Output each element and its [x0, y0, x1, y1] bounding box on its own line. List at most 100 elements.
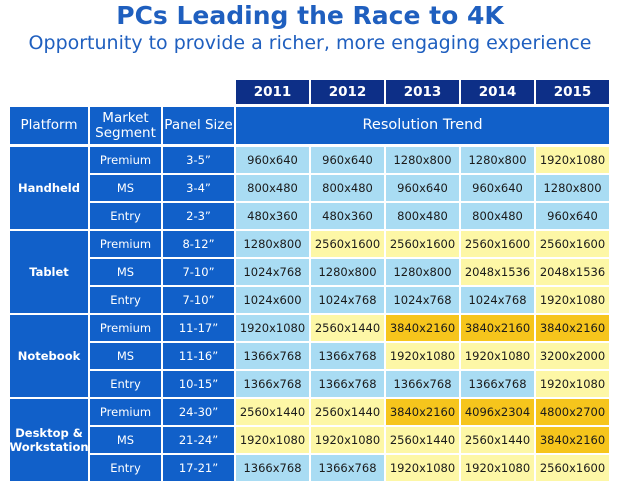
market-segment-header: Market Segment [90, 107, 161, 144]
panel-size-cell: 3-5” [163, 147, 234, 173]
market-segment-cell: Premium [90, 315, 161, 341]
resolution-cell: 1280x800 [536, 175, 609, 201]
resolution-cell: 2560x1440 [236, 399, 309, 425]
resolution-cell: 2560x1440 [311, 315, 384, 341]
market-segment-cell: Premium [90, 147, 161, 173]
market-segment-cell: Entry [90, 203, 161, 229]
resolution-cell: 3840x2160 [536, 427, 609, 453]
resolution-cell: 1280x800 [386, 147, 459, 173]
year-header: 2014 [461, 80, 534, 104]
platform-label: Handheld [10, 147, 88, 229]
resolution-cell: 1366x768 [236, 455, 309, 481]
panel-size-cell: 2-3” [163, 203, 234, 229]
resolution-cell: 1920x1080 [236, 427, 309, 453]
resolution-cell: 2048x1536 [461, 259, 534, 285]
resolution-cell: 1920x1080 [536, 371, 609, 397]
resolution-cell: 4800x2700 [536, 399, 609, 425]
resolution-cell: 1366x768 [461, 371, 534, 397]
resolution-cell: 1920x1080 [461, 455, 534, 481]
resolution-cell: 1280x800 [461, 147, 534, 173]
resolution-cell: 1366x768 [236, 371, 309, 397]
resolution-cell: 2560x1440 [386, 427, 459, 453]
resolution-cell: 2560x1600 [311, 231, 384, 257]
panel-size-header: Panel Size [163, 107, 234, 144]
resolution-cell: 1024x768 [461, 287, 534, 313]
resolution-cell: 4096x2304 [461, 399, 534, 425]
resolution-cell: 1280x800 [311, 259, 384, 285]
panel-size-cell: 7-10” [163, 287, 234, 313]
year-header: 2011 [236, 80, 309, 104]
resolution-cell: 960x640 [386, 175, 459, 201]
resolution-cell: 1920x1080 [536, 287, 609, 313]
resolution-cell: 1280x800 [386, 259, 459, 285]
market-segment-cell: MS [90, 259, 161, 285]
resolution-cell: 3840x2160 [461, 315, 534, 341]
year-header: 2015 [536, 80, 609, 104]
resolution-cell: 2560x1440 [461, 427, 534, 453]
resolution-cell: 1366x768 [311, 371, 384, 397]
panel-size-cell: 7-10” [163, 259, 234, 285]
resolution-cell: 1920x1080 [386, 343, 459, 369]
panel-size-cell: 21-24” [163, 427, 234, 453]
panel-size-cell: 24-30” [163, 399, 234, 425]
resolution-cell: 1920x1080 [461, 343, 534, 369]
market-segment-cell: Premium [90, 399, 161, 425]
resolution-cell: 1920x1080 [311, 427, 384, 453]
resolution-cell: 3840x2160 [536, 315, 609, 341]
resolution-cell: 480x360 [311, 203, 384, 229]
resolution-cell: 1366x768 [311, 455, 384, 481]
market-segment-cell: MS [90, 343, 161, 369]
resolution-cell: 1024x768 [386, 287, 459, 313]
resolution-cell: 800x480 [386, 203, 459, 229]
resolution-cell: 2048x1536 [536, 259, 609, 285]
resolution-cell: 1920x1080 [236, 315, 309, 341]
market-segment-cell: MS [90, 175, 161, 201]
platform-label: Notebook [10, 315, 88, 397]
resolution-cell: 960x640 [461, 175, 534, 201]
resolution-cell: 3840x2160 [386, 315, 459, 341]
resolution-cell: 3200x2000 [536, 343, 609, 369]
market-segment-cell: Entry [90, 455, 161, 481]
resolution-cell: 960x640 [311, 147, 384, 173]
panel-size-cell: 3-4” [163, 175, 234, 201]
panel-size-cell: 11-16” [163, 343, 234, 369]
resolution-cell: 1024x768 [236, 259, 309, 285]
resolution-cell: 1280x800 [236, 231, 309, 257]
resolution-cell: 1024x768 [311, 287, 384, 313]
resolution-cell: 1366x768 [236, 343, 309, 369]
panel-size-cell: 8-12” [163, 231, 234, 257]
market-segment-cell: Entry [90, 371, 161, 397]
resolution-cell: 1366x768 [386, 371, 459, 397]
platform-header: Platform [10, 107, 88, 144]
resolution-cell: 960x640 [536, 203, 609, 229]
resolution-cell: 1024x600 [236, 287, 309, 313]
resolution-cell: 2560x1600 [386, 231, 459, 257]
market-segment-cell: Entry [90, 287, 161, 313]
year-header: 2012 [311, 80, 384, 104]
resolution-cell: 2560x1600 [461, 231, 534, 257]
resolution-cell: 800x480 [461, 203, 534, 229]
resolution-cell: 3840x2160 [386, 399, 459, 425]
year-header: 2013 [386, 80, 459, 104]
resolution-cell: 1920x1080 [536, 147, 609, 173]
platform-label: Desktop & Workstation [9, 399, 89, 481]
panel-size-cell: 17-21” [163, 455, 234, 481]
market-segment-cell: Premium [90, 231, 161, 257]
resolution-cell: 800x480 [236, 175, 309, 201]
panel-size-cell: 11-17” [163, 315, 234, 341]
resolution-cell: 1920x1080 [386, 455, 459, 481]
market-segment-cell: MS [90, 427, 161, 453]
resolution-cell: 2560x1600 [536, 455, 609, 481]
resolution-cell: 960x640 [236, 147, 309, 173]
resolution-cell: 480x360 [236, 203, 309, 229]
resolution-cell: 800x480 [311, 175, 384, 201]
resolution-cell: 1366x768 [311, 343, 384, 369]
panel-size-cell: 10-15” [163, 371, 234, 397]
platform-label: Tablet [10, 231, 88, 313]
page-title: PCs Leading the Race to 4K [116, 1, 504, 30]
resolution-trend-header: Resolution Trend [236, 107, 609, 144]
page-subtitle: Opportunity to provide a richer, more en… [28, 32, 592, 54]
resolution-cell: 2560x1600 [536, 231, 609, 257]
resolution-cell: 2560x1440 [311, 399, 384, 425]
